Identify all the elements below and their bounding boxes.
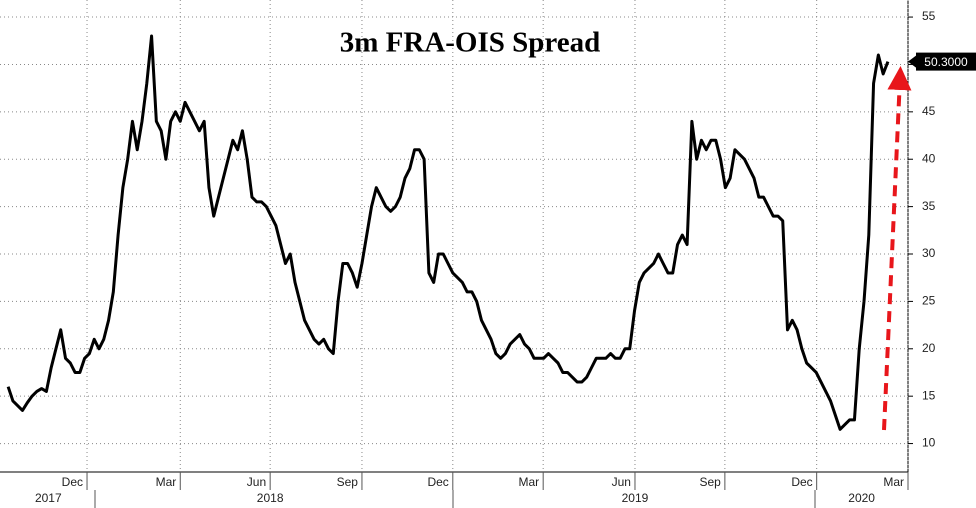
y-tick-label: 30 [922,246,936,260]
x-tick-label: Jun [612,475,631,489]
y-tick-label: 15 [922,388,936,402]
year-label: 2018 [257,491,284,505]
year-label: 2017 [35,491,62,505]
x-tick-label: Dec [62,475,83,489]
last-value-label: 50.3000 [924,55,968,69]
x-tick-label: Jun [247,475,266,489]
y-tick-label: 40 [922,151,936,165]
y-tick-label: 25 [922,294,936,308]
y-tick-label: 45 [922,104,936,118]
y-tick-label: 55 [922,9,936,23]
y-tick-label: 20 [922,341,936,355]
y-tick-label: 35 [922,199,936,213]
x-tick-label: Dec [791,475,812,489]
x-tick-label: Sep [337,475,359,489]
year-label: 2019 [622,491,649,505]
y-tick-label: 10 [922,436,936,450]
last-value-pointer [908,55,916,68]
x-tick-label: Dec [427,475,448,489]
x-tick-label: Mar [519,475,540,489]
chart-title: 3m FRA-OIS Spread [340,27,601,59]
x-tick-label: Mar [156,475,177,489]
last-value-box [916,52,976,71]
x-tick-label: Mar [883,475,904,489]
year-label: 2020 [848,491,875,505]
annotation-arrow [882,66,912,431]
data-line [6,34,890,431]
x-tick-label: Sep [700,475,722,489]
